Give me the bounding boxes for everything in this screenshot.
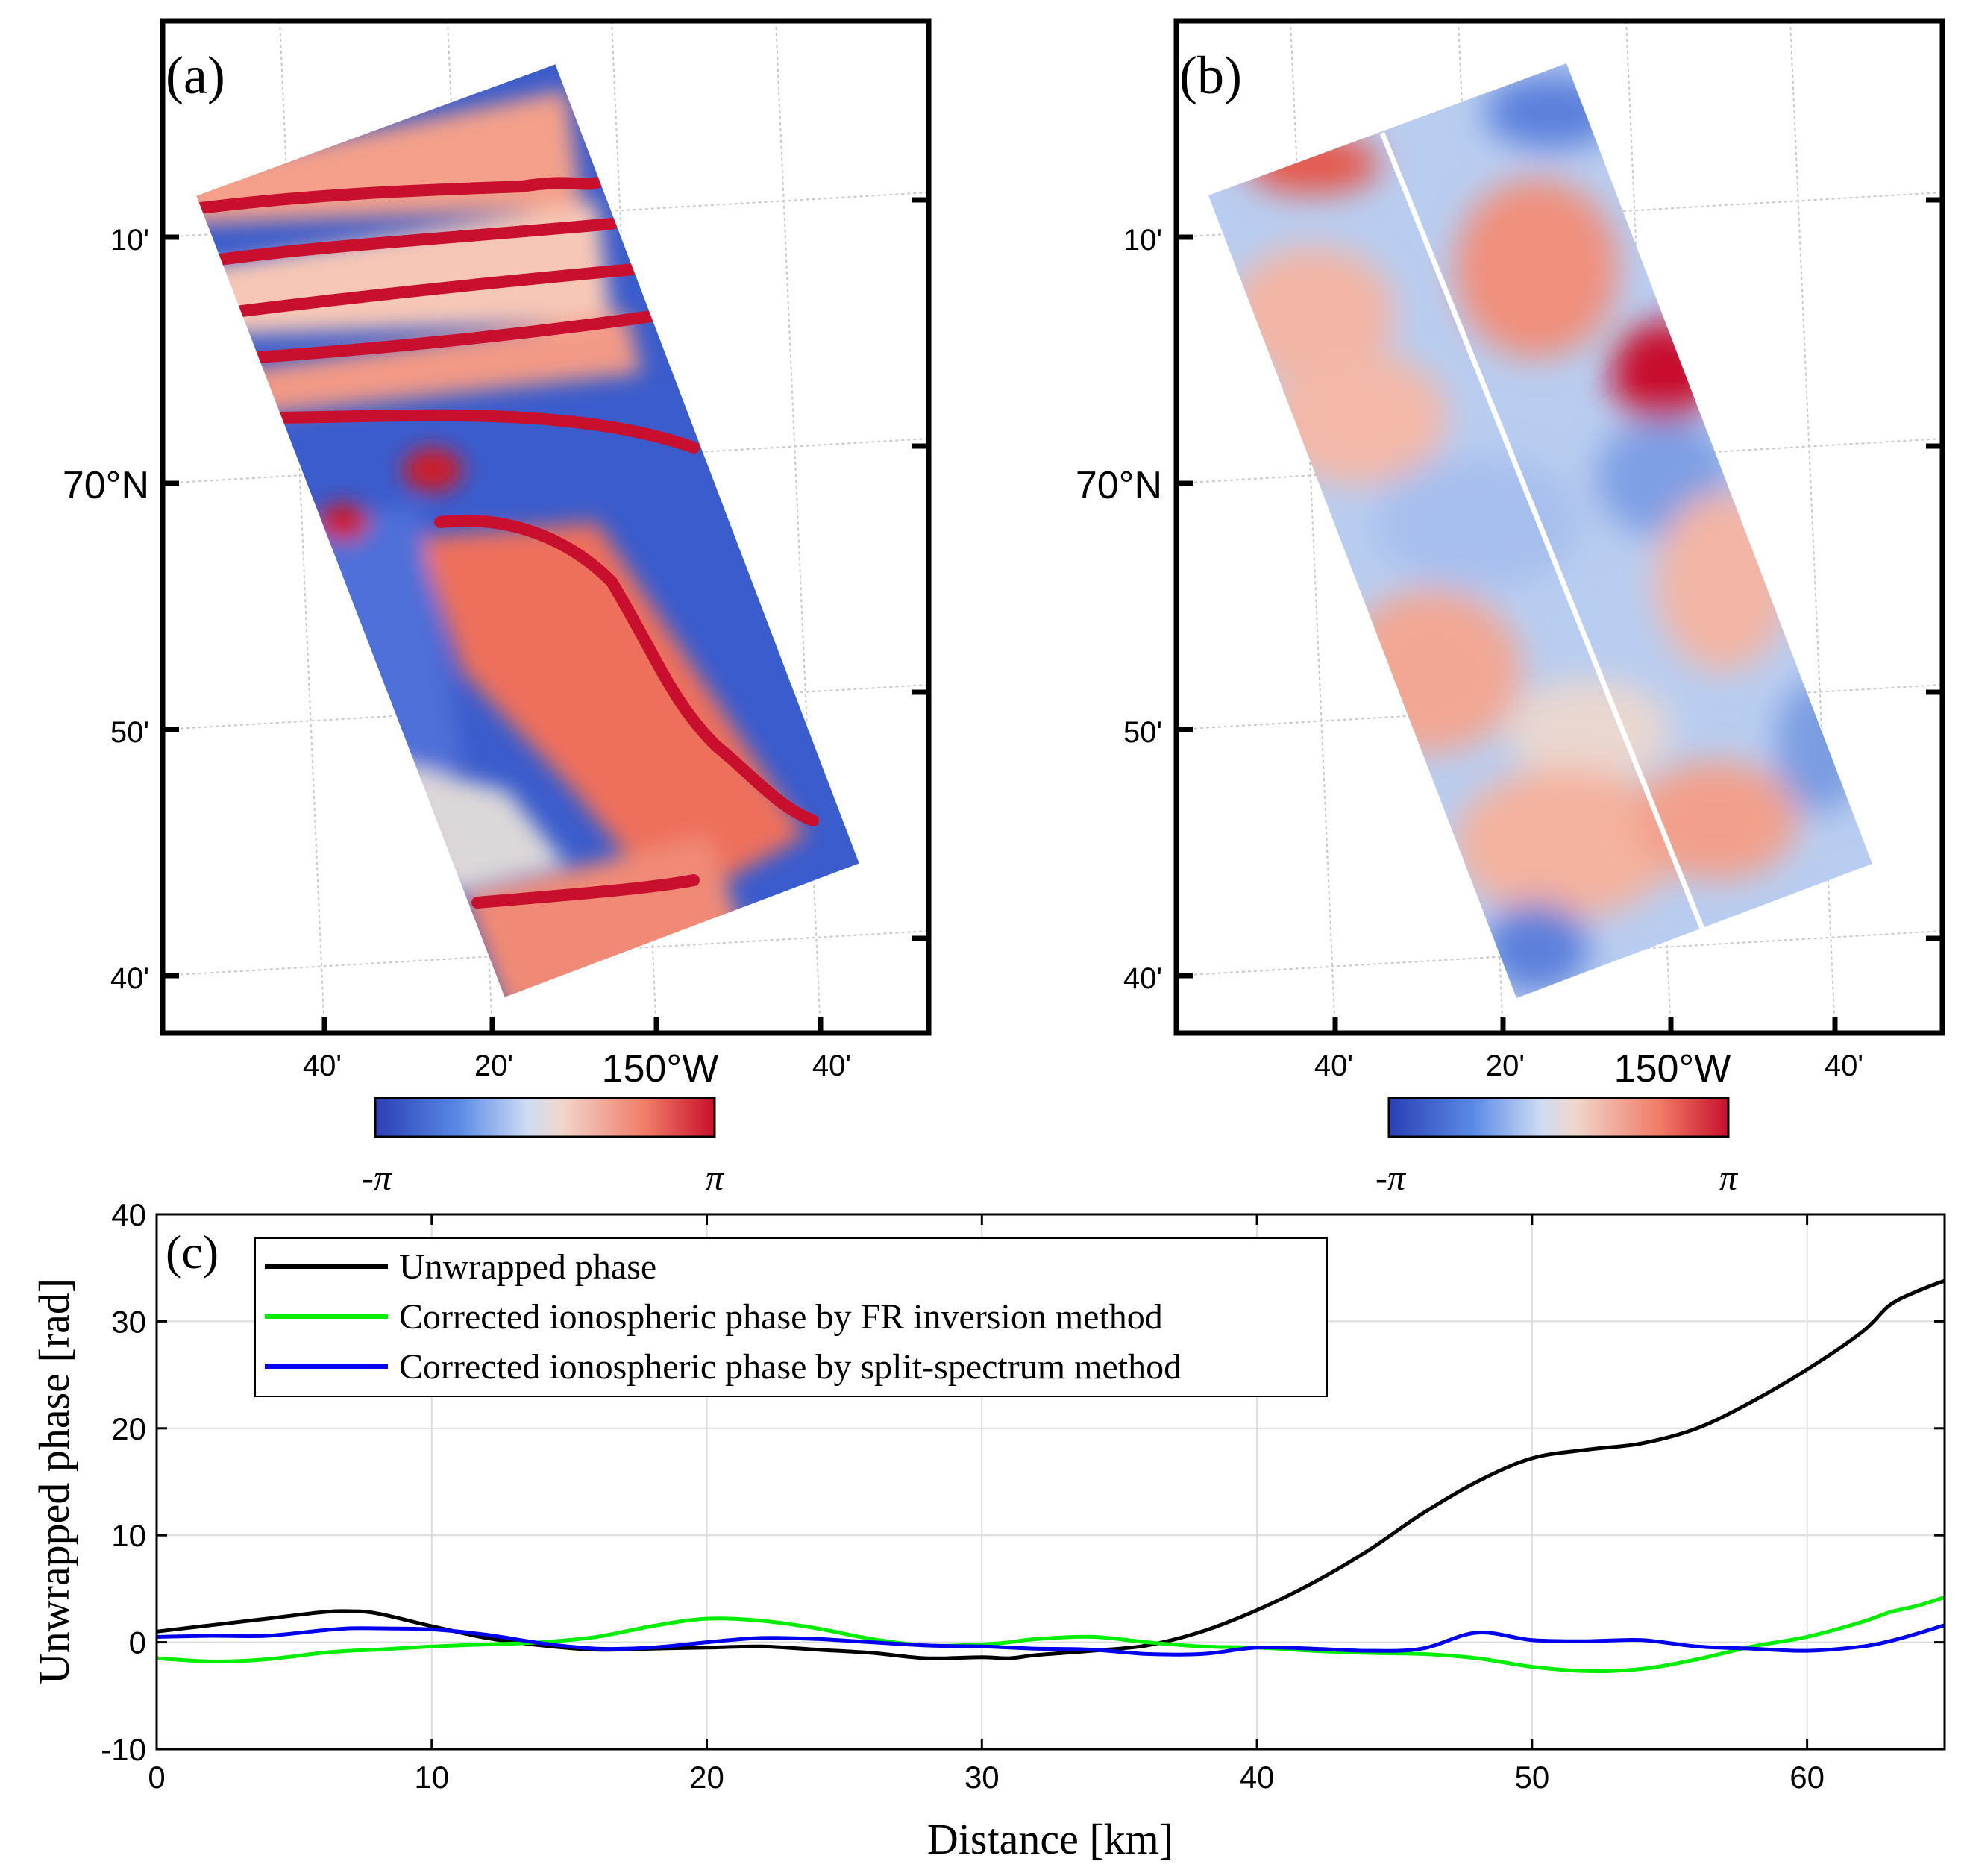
panel-a-colorbar-min: -π [362,1158,393,1198]
panel-a-colorbar-ramp [374,1097,716,1138]
panel-a-footprint-edge [194,62,862,1000]
panel-a-lon-label-20: 20' [474,1050,513,1082]
panel-c-legend-box [254,1237,1328,1397]
panel-a-lon-label-40: 40' [303,1050,342,1082]
x-tick-label: 10 [414,1760,449,1795]
x-tick-label: 60 [1789,1760,1825,1795]
panel-a: (a) 10' 70°N 50' 40' 40' 20' 150°W 40' -… [63,18,932,1198]
panel-a-frame [160,18,932,1036]
y-tick-label: 40 [111,1197,146,1232]
panel-a-label: (a) [166,46,225,105]
series-line-fr-inversion [156,1596,1945,1673]
x-tick-label: 30 [964,1760,1000,1795]
panel-a-colorbar: -π π [362,1097,725,1198]
panel-b-lat-label-50: 50' [1123,716,1162,749]
x-tick-label: 0 [148,1760,165,1795]
panel-b-lat-label-10: 10' [1123,224,1162,257]
panel-b-lat-label-70n: 70°N [1076,464,1162,507]
y-tick-label: 30 [111,1304,146,1339]
panel-b-lon-label-20: 20' [1486,1050,1525,1082]
panel-b-lon-label-150w: 150°W [1614,1047,1731,1091]
panel-b-colorbar-ramp [1387,1097,1730,1138]
x-tick-label: 50 [1514,1760,1549,1795]
legend-label-unwrapped: Unwrapped phase [399,1247,656,1287]
panel-a-ticks [163,197,929,1033]
series-line-unwrapped-phase [156,1279,1945,1660]
y-tick-label: 10 [111,1518,146,1553]
panel-b-label: (b) [1179,46,1242,105]
panel-a-lon-label-150w: 150°W [602,1047,719,1091]
panel-a-lat-label-50: 50' [110,716,149,749]
legend-label-fr: Corrected ionospheric phase by FR invers… [399,1297,1163,1337]
panel-c-label: (c) [166,1226,219,1279]
panel-a-lat-label-10: 10' [110,224,149,257]
panel-b-colorbar-min: -π [1375,1158,1407,1198]
panel-b-colorbar: -π π [1375,1097,1739,1198]
y-tick-label: 20 [111,1411,146,1446]
panel-a-lat-label-70n: 70°N [63,464,149,507]
panel-a-lon-label-40e: 40' [812,1050,851,1082]
panel-c-xlabel: Distance [km] [927,1815,1173,1863]
panel-c-frame [155,1213,1946,1751]
panel-a-colorbar-max: π [706,1158,725,1198]
series-line-split-spectrum [156,1623,1945,1657]
y-tick-label: 0 [129,1625,146,1660]
x-tick-label: 20 [689,1760,724,1795]
x-tick-label: 40 [1240,1760,1275,1795]
legend-label-split: Corrected ionospheric phase by split-spe… [399,1347,1182,1387]
panel-a-lat-label-40: 40' [110,962,149,995]
panel-b-lat-label-40: 40' [1123,962,1162,995]
panel-b-frame [1173,18,1945,1036]
panel-b: (b) 10' 70°N 50' 40' 40' 20' 150°W 40' -… [1076,18,1945,1198]
panel-c-ylabel: Unwrapped phase [rad] [30,1279,78,1684]
panel-b-profile-line [1379,131,1705,930]
panel-b-lon-label-40: 40' [1314,1050,1353,1082]
panel-b-ticks [1176,197,1942,1033]
panel-b-colorbar-max: π [1719,1158,1739,1198]
panel-c-series [156,1279,1945,1673]
panel-c-legend: Unwrapped phase Corrected ionospheric ph… [254,1237,1328,1397]
y-tick-label: -10 [101,1732,146,1767]
panel-b-lon-label-40e: 40' [1825,1050,1863,1082]
